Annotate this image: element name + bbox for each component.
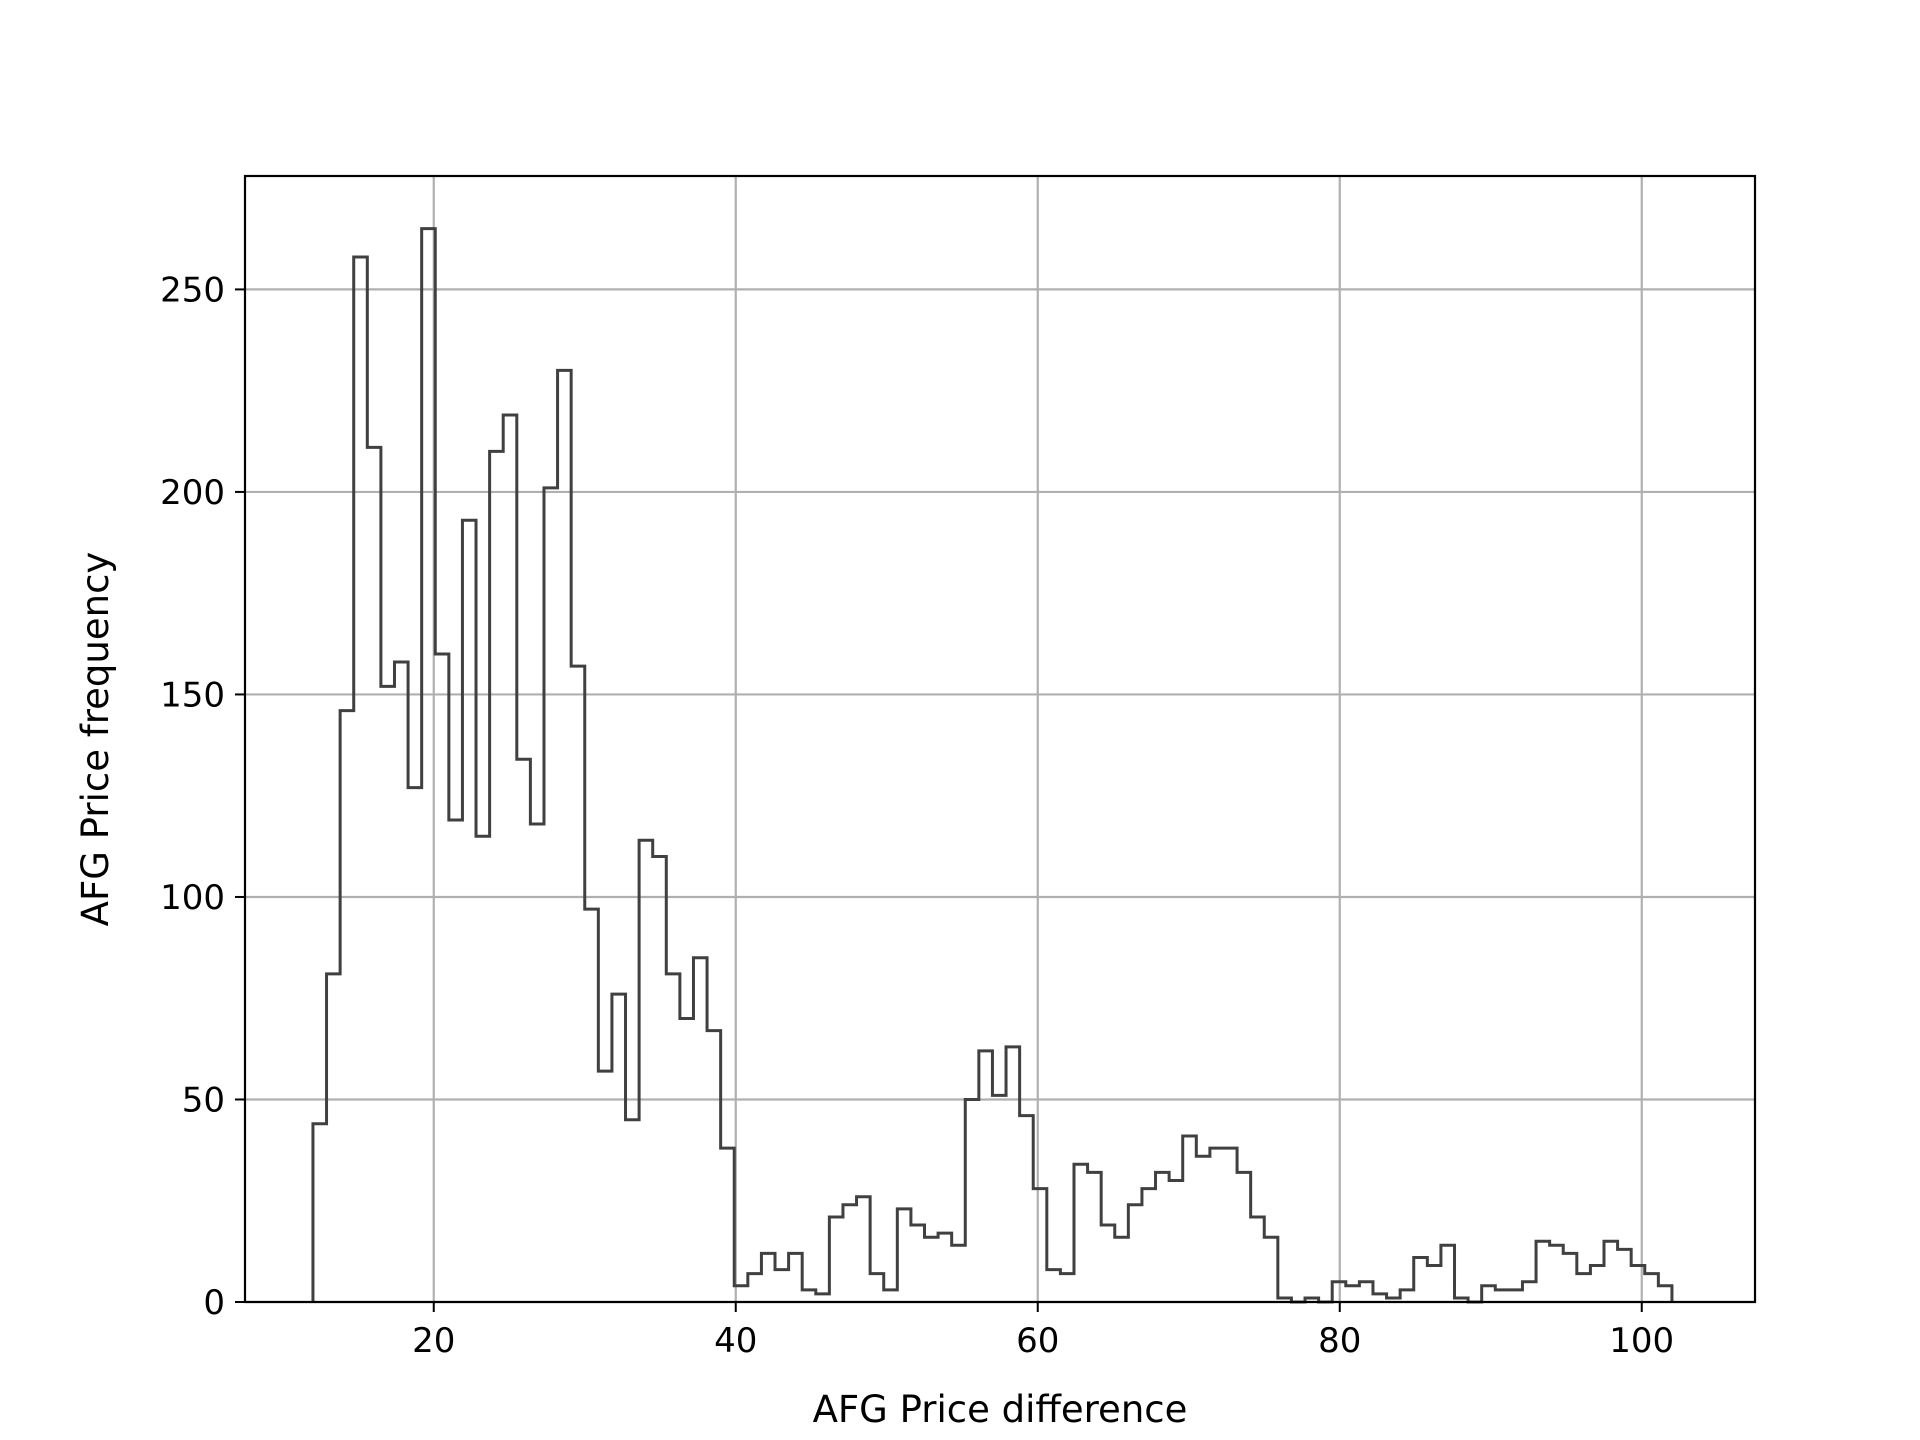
y-tick-label: 200 — [160, 473, 225, 513]
y-tick-label: 50 — [182, 1080, 225, 1120]
histogram-series — [311, 227, 1674, 1304]
x-axis-label: AFG Price difference — [813, 1388, 1188, 1431]
axes-frame — [243, 174, 1757, 1304]
y-tick-label: 0 — [203, 1283, 225, 1323]
axis-ticks: 20 40 60 80 100 0 50 100 150 200 250 — [160, 270, 1674, 1361]
x-tick-label: 40 — [714, 1321, 757, 1361]
y-axis-label: AFG Price frequency — [74, 552, 117, 927]
histogram-step-line — [311, 227, 1674, 1304]
x-tick-label: 80 — [1318, 1321, 1361, 1361]
grid-lines — [245, 176, 1755, 1304]
x-tick-label: 60 — [1016, 1321, 1059, 1361]
y-tick-label: 150 — [160, 675, 225, 715]
y-tick-label: 250 — [160, 270, 225, 310]
x-tick-label: 20 — [412, 1321, 455, 1361]
x-tick-label: 100 — [1609, 1321, 1674, 1361]
y-tick-label: 100 — [160, 878, 225, 918]
